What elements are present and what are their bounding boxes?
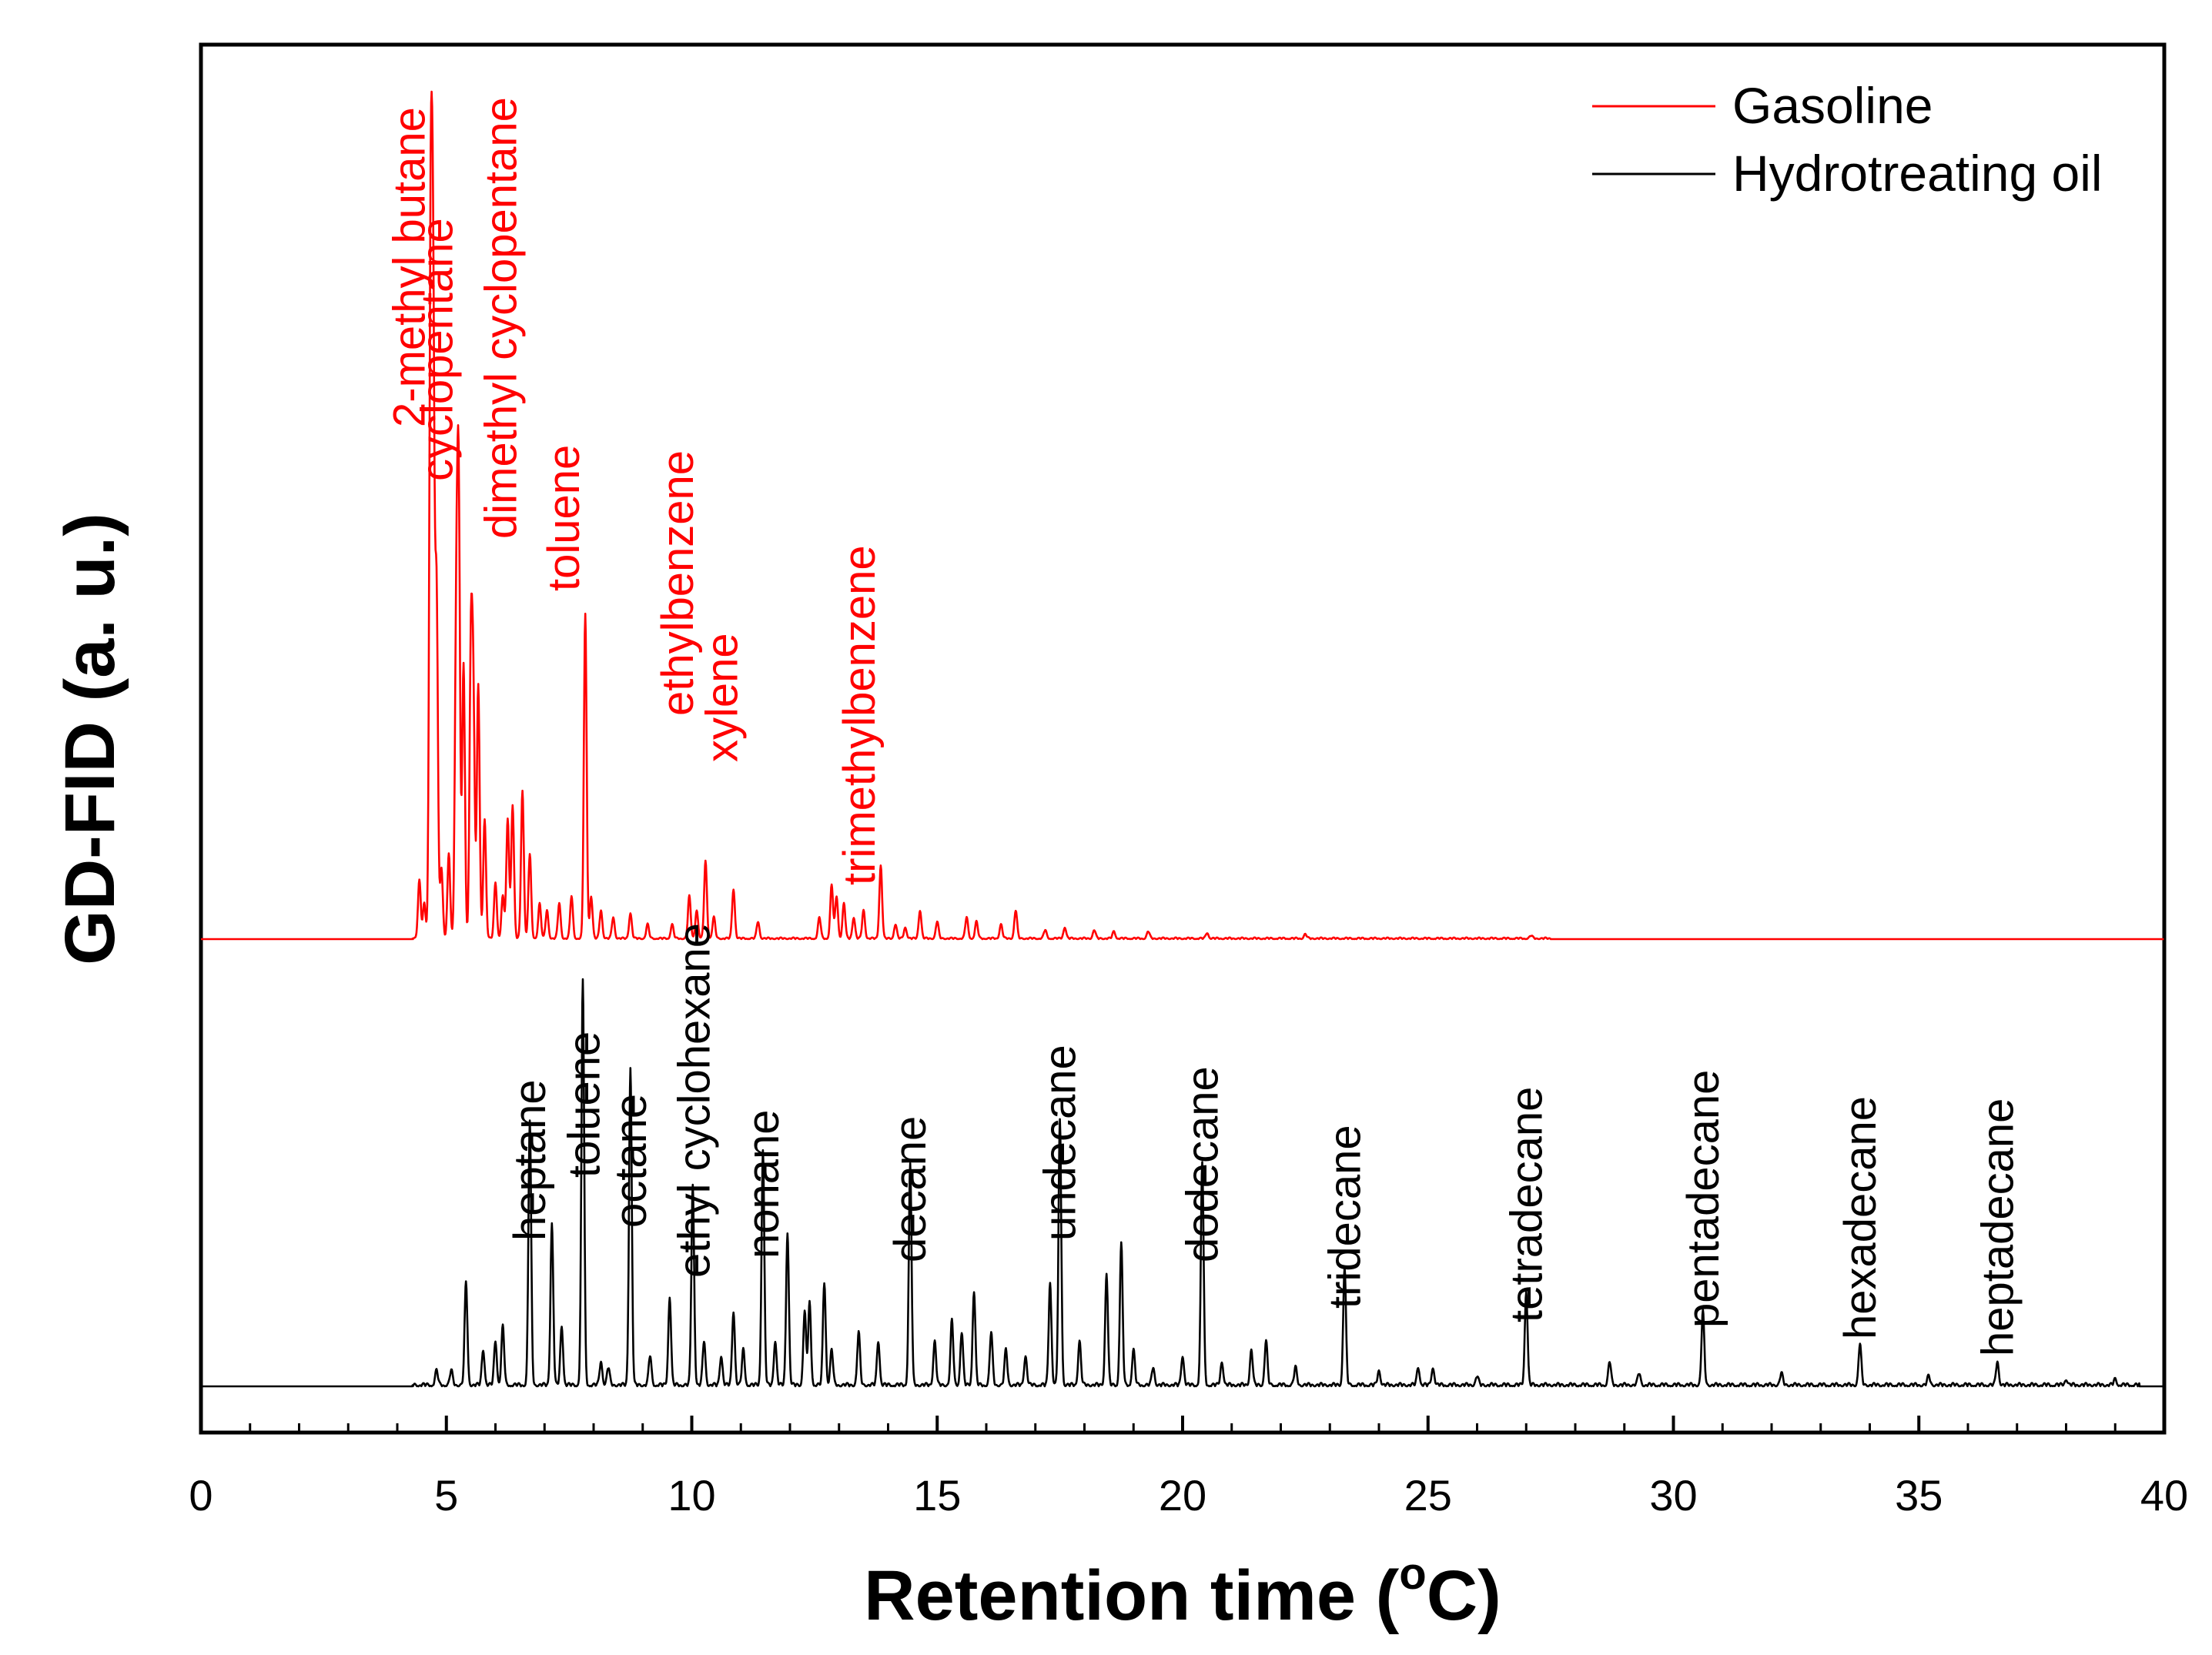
x-tick-label: 25 <box>1404 1471 1452 1520</box>
x-tick-label: 35 <box>1895 1471 1943 1520</box>
peak-label-gasoline: trimethylbenzene <box>835 545 885 885</box>
x-tick-label: 10 <box>668 1471 715 1520</box>
x-axis-title-main: Retention time ( <box>864 1556 1399 1635</box>
peak-label-hydrotreating: tetradecane <box>1501 1087 1551 1322</box>
x-tick-label: 0 <box>189 1471 212 1520</box>
x-tick-label: 20 <box>1159 1471 1206 1520</box>
legend-label-gasoline: Gasoline <box>1732 77 1933 134</box>
peak-label-gasoline: ethylbenzene <box>653 450 703 716</box>
peak-label-hydrotreating: tridecane <box>1320 1125 1370 1309</box>
traces <box>200 90 2164 1388</box>
peak-label-gasoline: xylene <box>697 633 747 762</box>
peak-label-hydrotreating: octane <box>606 1094 656 1228</box>
peak-label-hydrotreating: dodecane <box>1178 1066 1228 1262</box>
series-line-hydrotreating <box>200 978 2164 1388</box>
peak-label-hydrotreating: undecane <box>1036 1045 1086 1241</box>
x-axis-ticks: 0 5 10 15 20 25 30 35 40 <box>189 1416 2188 1520</box>
series-line-gasoline <box>200 90 2164 941</box>
x-axis-title-superscript: o <box>1399 1549 1426 1599</box>
peak-label-gasoline: cyclopentane <box>413 218 463 481</box>
legend: Gasoline Hydrotreating oil <box>1592 77 2103 202</box>
x-tick-label: 30 <box>1649 1471 1697 1520</box>
y-axis-title: GD-FID (a. u.) <box>51 513 129 965</box>
x-tick-label: 40 <box>2140 1471 2188 1520</box>
peak-label-hydrotreating: nonane <box>738 1109 788 1259</box>
x-axis-title: Retention time (oC) <box>864 1549 1501 1635</box>
peak-label-gasoline: dimethyl cyclopentane <box>477 97 527 539</box>
peak-label-hydrotreating: toluene <box>559 1031 609 1178</box>
x-axis-title-tail: C) <box>1427 1556 1501 1635</box>
peak-label-hydrotreating: heptadecane <box>1973 1098 2023 1356</box>
legend-label-hydrotreating: Hydrotreating oil <box>1732 145 2103 202</box>
peak-label-hydrotreating: pentadecane <box>1678 1070 1728 1328</box>
peak-label-gasoline: 2-methyl butane <box>384 107 434 427</box>
peak-label-hydrotreating: hexadecane <box>1836 1096 1886 1339</box>
peak-label-hydrotreating: decane <box>885 1116 935 1262</box>
peak-label-hydrotreating: heptane <box>505 1079 555 1241</box>
x-tick-label: 5 <box>434 1471 458 1520</box>
peak-label-gasoline: toluene <box>539 445 589 591</box>
x-tick-label: 15 <box>913 1471 961 1520</box>
peak-label-hydrotreating: ethyl cyclohexane <box>670 923 720 1278</box>
